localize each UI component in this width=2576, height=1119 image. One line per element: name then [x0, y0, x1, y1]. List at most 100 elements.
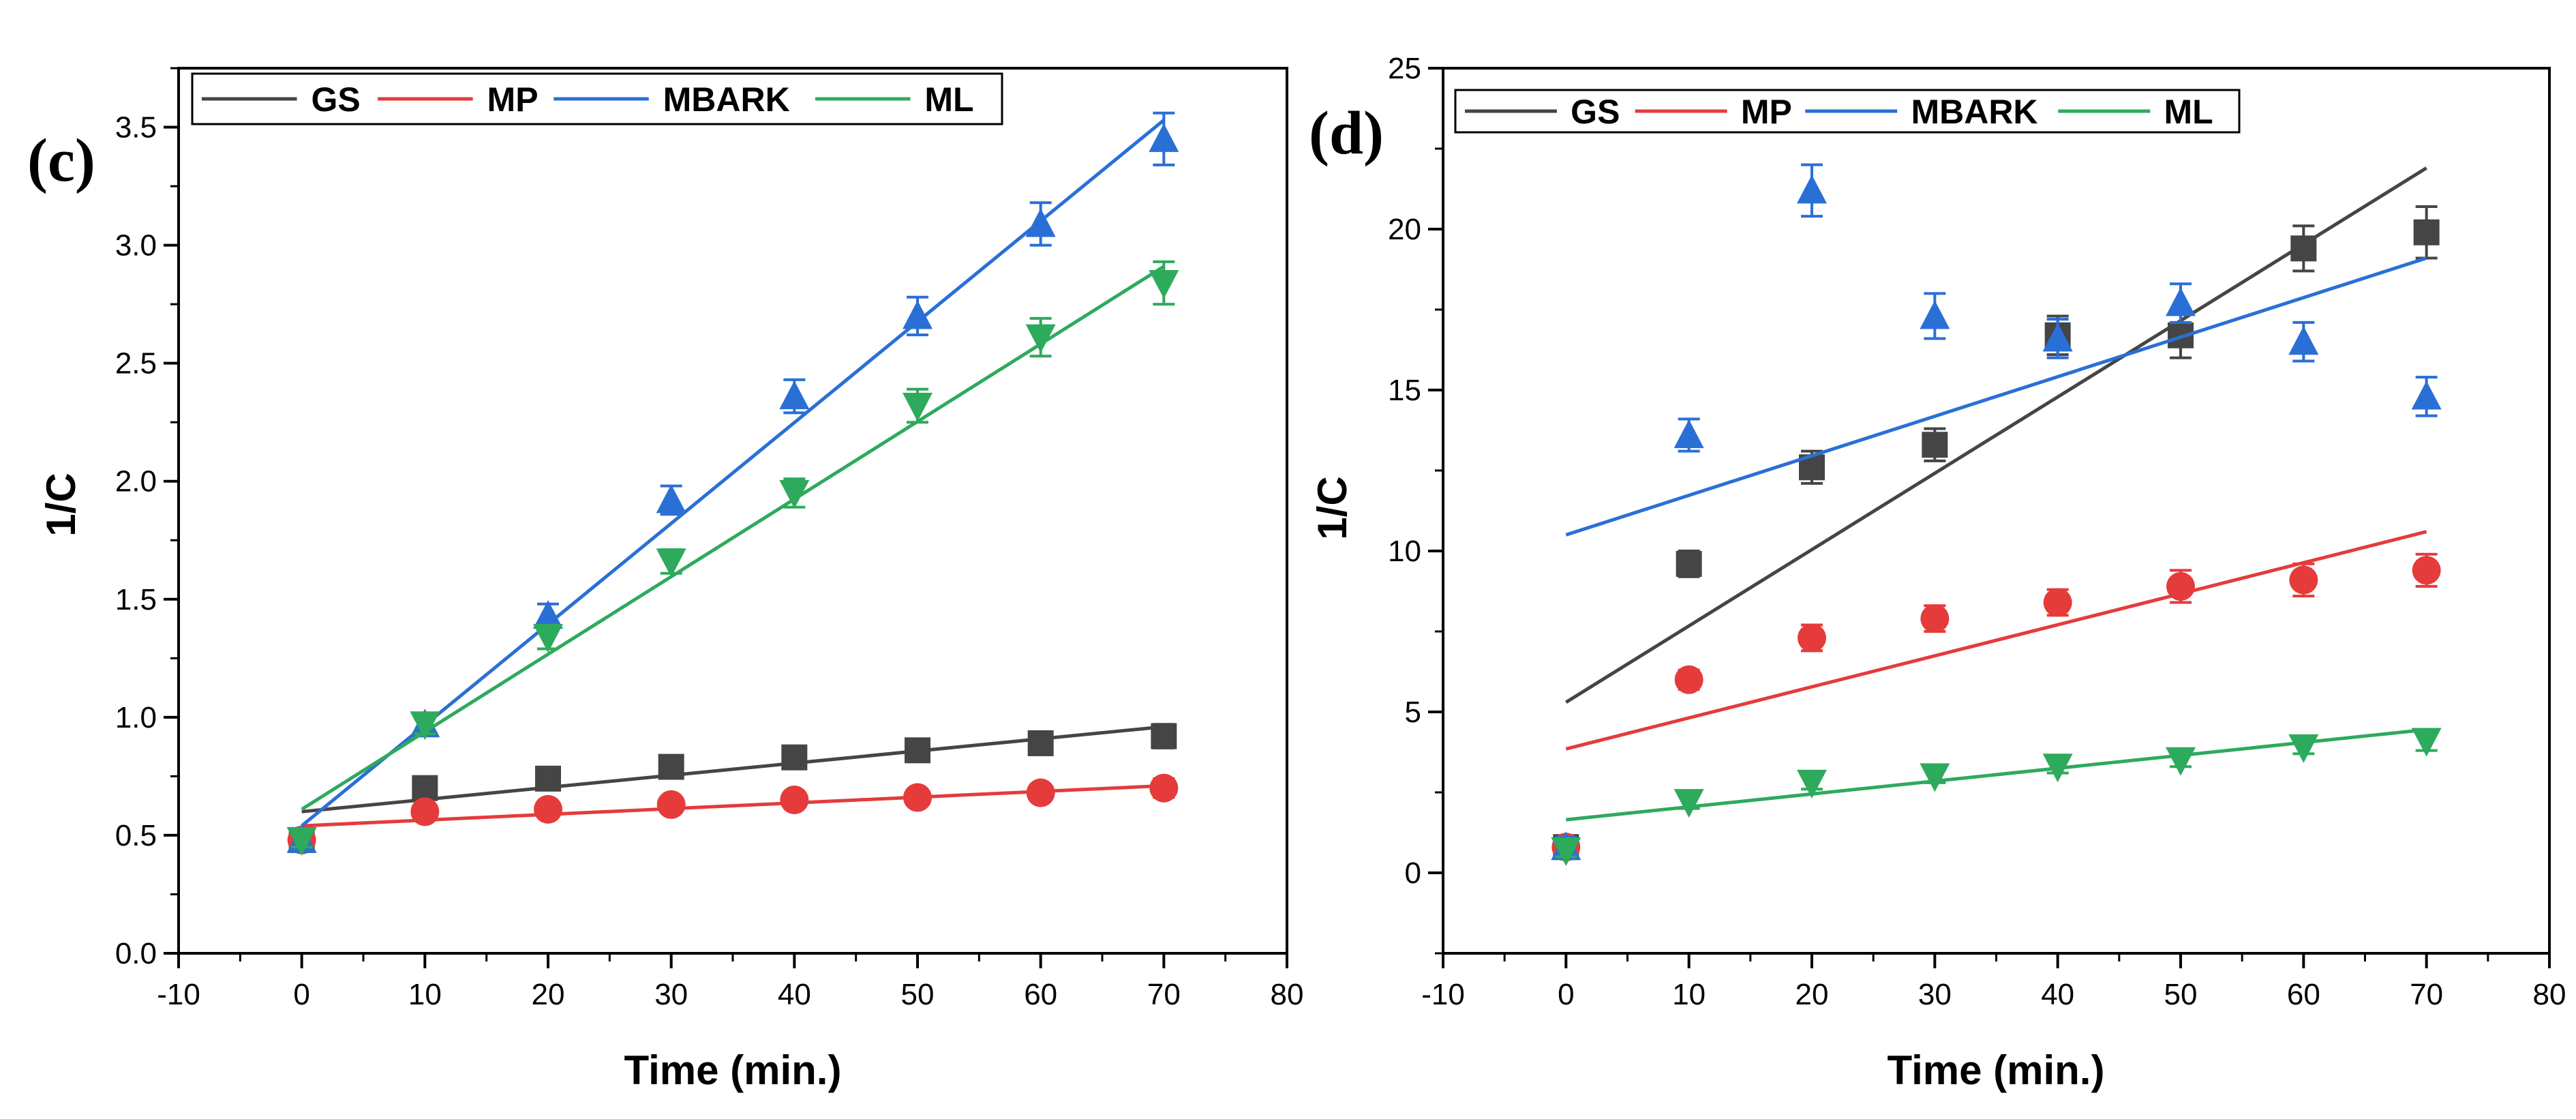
data-point-ml-d [1551, 837, 1581, 866]
data-point-mp-c [1149, 773, 1179, 803]
data-point-ml-d [1797, 769, 1827, 799]
data-point-mbark-d [1797, 175, 1827, 204]
x-tick-label-c: 20 [532, 978, 565, 1011]
fit-line-mbark-d [1565, 256, 2427, 537]
y-tick-label-c: 1.0 [115, 701, 157, 734]
x-tick-label-d: 60 [2287, 978, 2320, 1011]
data-point-mp-d [2166, 571, 2195, 601]
x-tick-label-c: 10 [408, 978, 442, 1011]
data-point-ml-c [410, 711, 440, 741]
data-point-gs-c [781, 744, 808, 771]
plot-frame-c [177, 67, 1288, 955]
data-point-gs-c [535, 765, 561, 792]
data-point-ml-d [2288, 734, 2319, 763]
legend-label-gs-d: GS [1571, 93, 1620, 131]
fit-line-gs-d [1565, 166, 2427, 704]
data-point-ml-c [903, 392, 933, 421]
data-point-gs-d [2413, 219, 2440, 245]
data-point-mbark-c [1025, 208, 1056, 237]
data-point-gs-d [1676, 550, 1702, 577]
data-point-gs-d [1922, 432, 1948, 458]
x-tick-label-d: 10 [1672, 978, 1706, 1011]
data-point-gs-c [412, 775, 438, 801]
fit-line-ml-c [301, 265, 1165, 811]
y-tick-label-d: 15 [1388, 374, 1421, 407]
legend-label-ml-c: ML [924, 80, 973, 119]
y-tick-label-d: 0 [1405, 856, 1421, 890]
legend-label-ml-d: ML [2164, 93, 2213, 131]
data-point-gs-c [1027, 730, 1054, 756]
data-point-mbark-d [2288, 326, 2319, 355]
data-point-mp-c [1026, 778, 1055, 807]
x-axis-title-d: Time (min.) [1888, 1047, 2105, 1093]
data-point-gs-c [905, 737, 930, 764]
y-tick-label-d: 5 [1405, 696, 1421, 729]
x-tick-label-c: 30 [654, 978, 688, 1011]
legend-label-mbark-c: MBARK [663, 80, 790, 119]
data-point-mbark-c [779, 381, 810, 410]
data-point-mp-c [534, 794, 562, 824]
data-point-mp-c [780, 786, 809, 815]
legend-label-mbark-d: MBARK [1911, 93, 2037, 131]
y-tick-label-c: 1.5 [115, 583, 157, 616]
data-point-mp-d [2412, 556, 2441, 585]
data-point-mp-d [2043, 588, 2072, 617]
legend-label-mp-d: MP [1741, 93, 1792, 131]
x-tick-label-d: 30 [1918, 978, 1952, 1011]
x-tick-label-c: 40 [778, 978, 811, 1011]
data-point-ml-c [656, 548, 686, 578]
chart-panel-d: (d) 1/C Time (min.) -10 0 10 20 30 40 50 60 70 80… [1309, 52, 2566, 1093]
x-tick-label-c: 60 [1024, 978, 1057, 1011]
x-tick-label-d: 50 [2164, 978, 2198, 1011]
x-tick-label-c: 80 [1271, 978, 1304, 1011]
y-tick-label-d: 10 [1388, 535, 1421, 568]
y-axis-title-d: 1/C [1309, 476, 1355, 539]
data-point-mp-d [1674, 665, 1703, 694]
data-point-ml-c [533, 624, 563, 653]
data-point-ml-d [2042, 754, 2073, 783]
x-tick-label-d: -10 [1421, 978, 1465, 1011]
x-tick-label-d: 0 [1558, 978, 1574, 1011]
data-point-mp-d [1920, 604, 1950, 633]
x-tick-label-c: 70 [1147, 978, 1181, 1011]
chart-panel-c: (c) 1/C Time (min.) -10 0 10 20 30 40 50 60 70 80… [27, 67, 1304, 1093]
legend-label-gs-c: GS [311, 80, 360, 119]
y-tick-label-c: 0.5 [115, 819, 157, 852]
panel-label-c: (c) [27, 127, 95, 194]
data-point-gs-c [658, 754, 684, 780]
x-axis-title-c: Time (min.) [624, 1047, 842, 1093]
data-point-ml-c [286, 826, 317, 856]
fit-line-mbark-c [301, 119, 1165, 828]
data-point-ml-d [2166, 747, 2196, 776]
data-point-mbark-d [1673, 419, 1704, 449]
data-point-mp-c [903, 783, 932, 812]
y-tick-label-d: 25 [1388, 52, 1421, 85]
y-tick-label-d: 20 [1388, 213, 1421, 246]
data-point-ml-d [2411, 728, 2442, 757]
data-point-mbark-d [1920, 300, 1950, 329]
data-point-ml-c [779, 480, 810, 509]
data-point-mp-d [1798, 623, 1826, 653]
y-tick-label-c: 3.5 [115, 111, 157, 145]
data-point-mp-c [656, 790, 686, 819]
data-point-mp-c [410, 797, 440, 826]
x-tick-label-d: 20 [1795, 978, 1829, 1011]
legend-label-mp-c: MP [487, 80, 539, 119]
data-point-mbark-c [1149, 123, 1179, 152]
fit-line-ml-d [1566, 728, 2427, 822]
x-tick-label-c: 0 [293, 978, 309, 1011]
y-tick-label-c: 0.0 [115, 937, 157, 970]
y-tick-label-c: 3.0 [115, 229, 157, 263]
y-tick-label-c: 2.5 [115, 347, 157, 381]
data-point-mbark-d [2411, 381, 2442, 410]
data-point-ml-c [1025, 324, 1056, 353]
data-point-ml-d [1673, 789, 1704, 818]
panel-label-d: (d) [1309, 100, 1384, 167]
data-point-gs-d [2290, 235, 2317, 262]
plot-frame-d [1442, 67, 2551, 955]
data-point-mbark-c [656, 484, 686, 513]
x-tick-label-d: 70 [2410, 978, 2443, 1011]
fit-line-gs-c [301, 725, 1164, 814]
data-point-gs-c [1151, 723, 1177, 749]
